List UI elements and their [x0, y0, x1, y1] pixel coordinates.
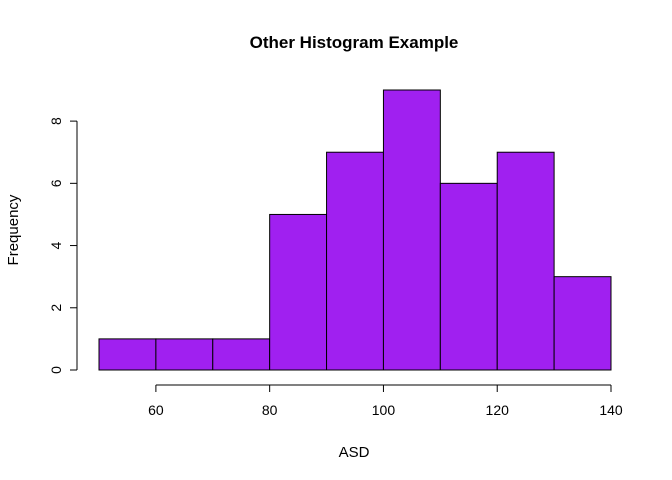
y-tick-label: 4: [48, 241, 64, 249]
x-tick-label: 100: [372, 402, 396, 418]
x-tick-label: 80: [262, 402, 278, 418]
histogram-bar: [98, 338, 157, 371]
x-tick-label: 120: [486, 402, 510, 418]
y-axis-label: Frequency: [5, 194, 22, 265]
histogram-bar: [496, 151, 555, 371]
histogram-bar: [326, 151, 384, 371]
bars-group: [98, 89, 612, 371]
histogram-bar: [155, 338, 214, 371]
y-tick-label: 2: [48, 304, 64, 312]
chart-title: Other Histogram Example: [250, 33, 459, 52]
y-axis: 0 2 4 6 8: [48, 117, 78, 374]
y-tick-label: 6: [48, 179, 64, 187]
x-tick-label: 140: [599, 402, 623, 418]
y-tick-label: 8: [48, 117, 64, 125]
y-tick-label: 0: [48, 366, 64, 374]
x-tick-label: 60: [148, 402, 164, 418]
histogram-bar: [269, 213, 328, 371]
x-axis-label: ASD: [339, 444, 370, 461]
histogram-bar: [439, 182, 498, 371]
histogram-bar: [382, 89, 441, 371]
histogram-bar: [553, 276, 612, 371]
histogram-bar: [212, 338, 271, 371]
x-axis: 60 80 100 120 140: [148, 384, 623, 418]
